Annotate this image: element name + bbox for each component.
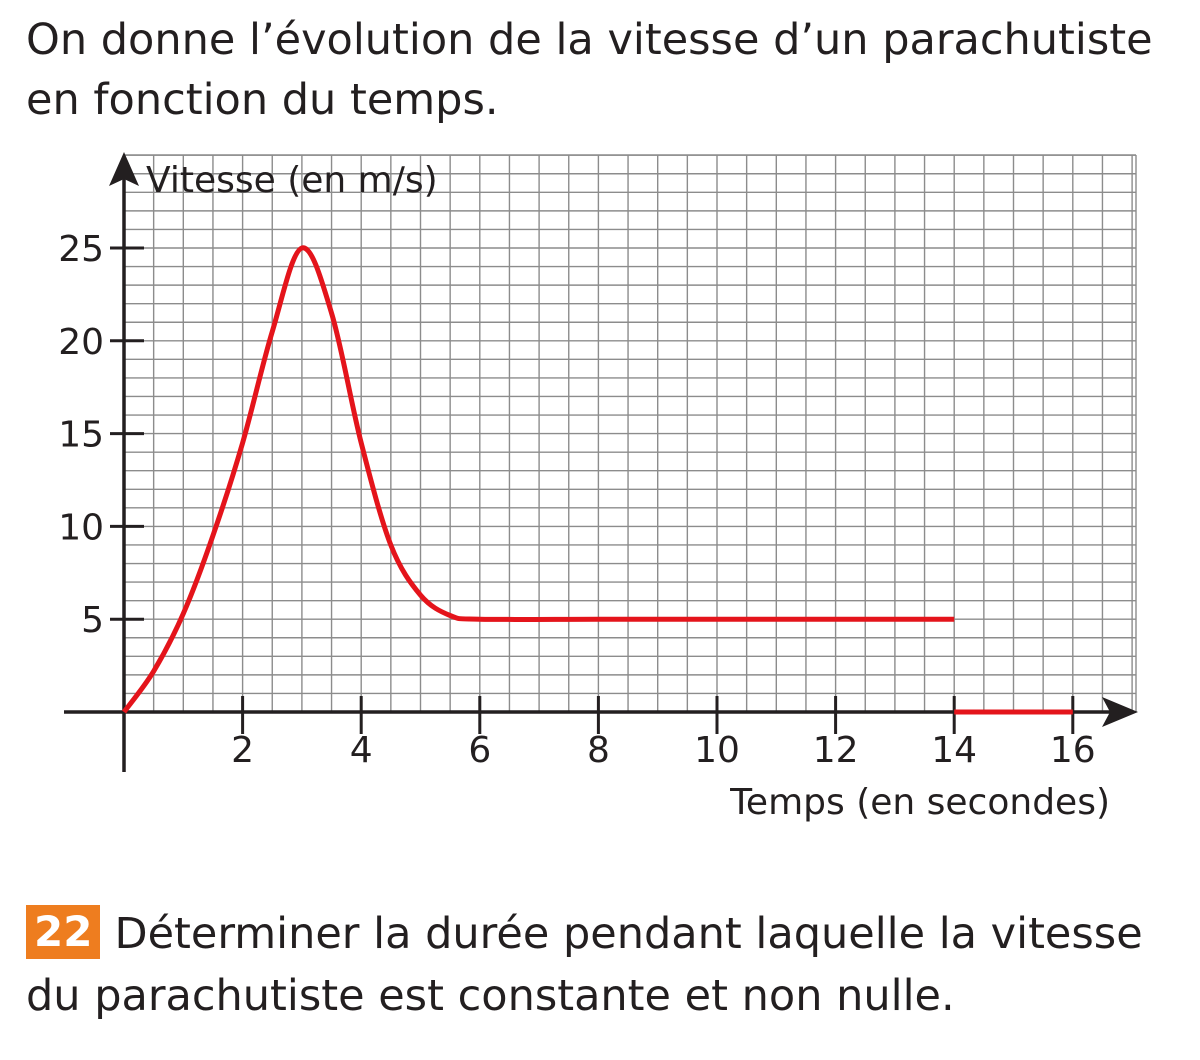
y-tick-label-15: 15 xyxy=(58,415,104,456)
x-axis-label: Temps (en secondes) xyxy=(729,782,1110,823)
series xyxy=(121,245,1073,715)
intro-line-2: en fonction du temps. xyxy=(26,75,499,125)
intro-line-1: On donne l’évolution de la vitesse d’un … xyxy=(26,15,1153,65)
y-axis-label: Vitesse (en m/s) xyxy=(146,160,438,201)
series-line-1 xyxy=(121,245,955,714)
x-tick-label-6: 6 xyxy=(468,730,491,771)
question-line-1: 22 Déterminer la durée pendant laquelle l… xyxy=(26,903,1176,965)
y-tick-label-5: 5 xyxy=(81,600,104,641)
x-tick-label-14: 14 xyxy=(931,730,977,771)
x-tick-label-12: 12 xyxy=(813,730,859,771)
grid xyxy=(123,154,1137,713)
x-tick-label-4: 4 xyxy=(350,730,373,771)
intro-text: On donne l’évolution de la vitesse d’un … xyxy=(26,10,1176,130)
axes xyxy=(64,152,1138,772)
x-tick-label-16: 16 xyxy=(1050,730,1096,771)
question-line-2: du parachutiste est constante et non nul… xyxy=(26,971,955,1021)
y-tick-label-20: 20 xyxy=(58,322,104,363)
x-tick-label-10: 10 xyxy=(694,730,740,771)
x-axis-arrow xyxy=(1102,697,1138,727)
y-axis-arrow xyxy=(109,152,139,186)
speed-time-chart: 2 4 6 8 10 12 14 16 5 10 15 20 25 Vitesse (en m/s) T… xyxy=(58,152,1138,823)
question-number-badge: 22 xyxy=(26,905,101,959)
x-tick-label-2: 2 xyxy=(231,730,254,771)
y-tick-label-10: 10 xyxy=(58,507,104,548)
ticks: 2 4 6 8 10 12 14 16 5 10 15 20 25 xyxy=(58,229,1096,771)
question-text-1: Déterminer la durée pendant laquelle la … xyxy=(114,909,1143,959)
question: 22 Déterminer la durée pendant laquelle l… xyxy=(26,903,1176,1027)
x-tick-label-8: 8 xyxy=(587,730,610,771)
y-tick-label-25: 25 xyxy=(58,229,104,270)
